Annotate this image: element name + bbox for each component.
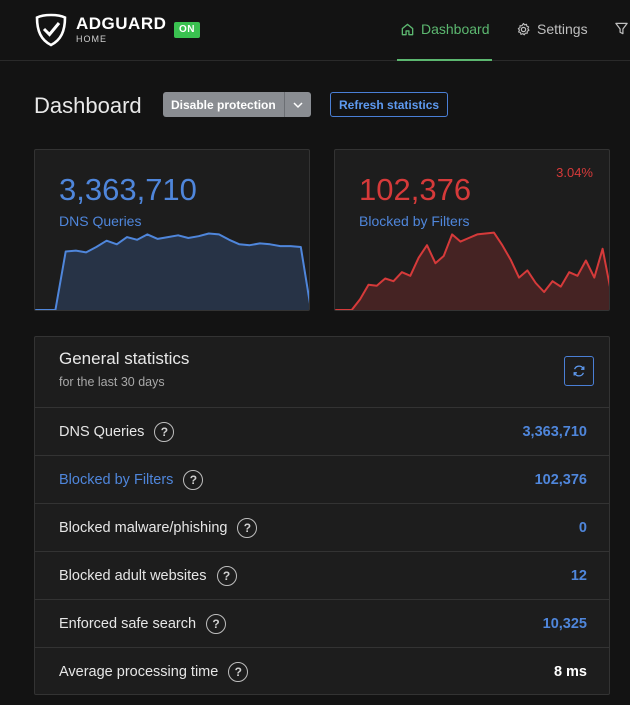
stat-value: 10,325 [542,616,587,632]
stat-value: 102,376 [534,472,587,488]
nav-dashboard[interactable]: Dashboard [400,21,490,37]
stat-row-safe-search: Enforced safe search ? 10,325 [35,599,609,648]
sparkline-line [335,231,609,310]
stat-label-text: Enforced safe search [59,616,197,632]
general-statistics-title: General statistics [59,349,190,368]
stat-label-text: Blocked adult websites [59,568,207,584]
blocked-filters-card: 102,376 Blocked by Filters 3.04% [334,149,610,311]
protection-status-badge: ON [174,22,200,38]
sparkline-area [335,232,609,310]
brand[interactable]: ADGUARD HOME [76,15,166,45]
stat-value: 0 [578,520,587,536]
dns-queries-value: 3,363,710 [59,172,197,207]
sparkline-area [35,233,309,310]
stat-label: Blocked by Filters ? [59,456,204,504]
nav-settings-label: Settings [537,21,588,37]
general-statistics-subtitle: for the last 30 days [59,375,165,389]
brand-name: ADGUARD [76,14,167,33]
top-header: ADGUARD HOME ON Dashboard Settings [0,0,630,61]
gear-icon [517,22,530,35]
disable-protection-button[interactable]: Disable protection [163,92,285,117]
general-statistics-refresh-button[interactable] [564,356,594,386]
help-icon[interactable]: ? [228,662,249,682]
dns-queries-sparkline [35,232,309,310]
protection-button-group: Disable protection [163,92,311,117]
disable-protection-dropdown[interactable] [284,92,311,117]
stat-row-processing-time: Average processing time ? 8 ms [35,647,609,694]
stat-label-text: Blocked malware/phishing [59,520,228,536]
blocked-filters-label: Blocked by Filters [359,213,470,229]
stat-row-blocked-filters: Blocked by Filters ? 102,376 [35,455,609,504]
blocked-filters-sparkline [335,231,609,310]
sparkline-line [35,232,309,310]
help-icon[interactable]: ? [206,614,227,634]
stat-row-dns-queries: DNS Queries ? 3,363,710 [35,407,609,456]
home-icon [401,23,414,35]
help-icon[interactable]: ? [183,470,204,490]
help-icon[interactable]: ? [216,566,237,586]
general-statistics-card: General statistics for the last 30 days … [34,336,610,695]
page-title: Dashboard [34,93,142,118]
stat-value: 12 [570,568,587,584]
stat-value: 8 ms [553,664,587,680]
stat-label: DNS Queries ? [59,408,175,456]
refresh-statistics-button[interactable]: Refresh statistics [330,92,449,117]
stat-row-adult: Blocked adult websites ? 12 [35,551,609,600]
chevron-down-icon [293,101,303,108]
dns-queries-card: 3,363,710 DNS Queries [34,149,310,311]
nav-settings[interactable]: Settings [516,21,588,37]
stat-label: Enforced safe search ? [59,600,227,648]
filter-icon [615,22,628,35]
blocked-filters-value: 102,376 [359,172,472,207]
help-icon[interactable]: ? [237,518,258,538]
nav-filters[interactable] [614,21,629,36]
adguard-shield-logo[interactable] [34,13,68,47]
stat-label-text: DNS Queries [59,424,145,440]
stat-label-text: Average processing time [59,664,219,680]
stat-value: 3,363,710 [522,424,587,440]
help-icon[interactable]: ? [154,422,175,442]
dns-queries-label: DNS Queries [59,213,142,229]
refresh-icon [573,365,585,377]
stat-label: Blocked adult websites ? [59,552,237,600]
blocked-percent: 3.04% [556,165,593,180]
nav-active-indicator [397,59,492,61]
stat-label: Blocked malware/phishing ? [59,504,258,552]
stat-label-link[interactable]: Blocked by Filters [59,472,174,488]
stat-row-malware: Blocked malware/phishing ? 0 [35,503,609,552]
stat-label: Average processing time ? [59,648,249,694]
nav-dashboard-label: Dashboard [421,21,490,37]
brand-subtitle: HOME [76,34,107,44]
